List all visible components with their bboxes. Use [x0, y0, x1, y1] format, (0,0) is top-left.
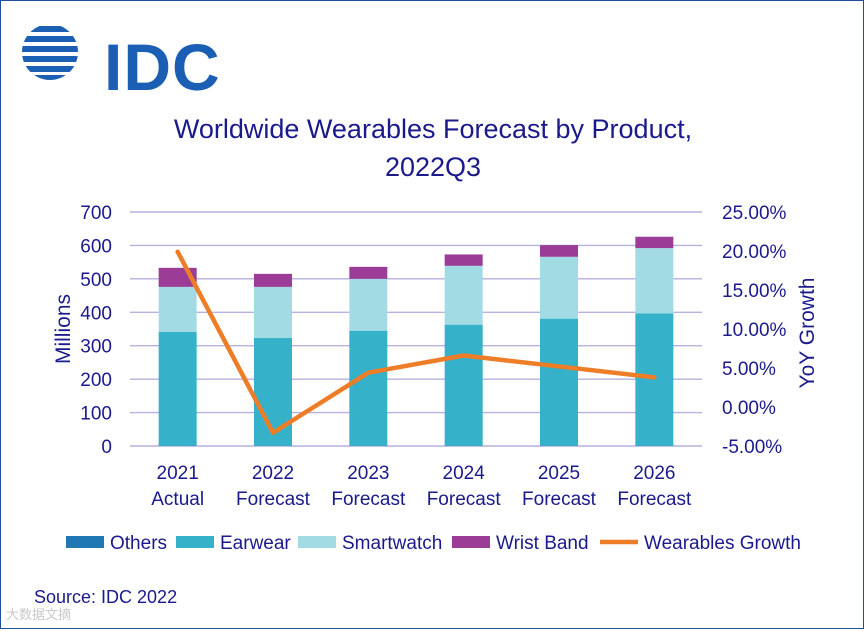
idc-globe-icon: [22, 26, 78, 80]
bar-wrist-band: [635, 236, 674, 249]
bar-smartwatch: [349, 278, 388, 331]
y-tick-label: 400: [80, 303, 112, 324]
idc-logo-text: IDC: [104, 30, 221, 104]
y-tick-label: 300: [80, 337, 112, 358]
y-tick-label: 0: [101, 437, 112, 458]
x-tick-label-year: 2026: [633, 463, 675, 484]
bar-wrist-band: [254, 273, 292, 287]
bar-earwear: [158, 332, 197, 446]
bar-wrist-band: [540, 245, 578, 257]
bar-earwear: [444, 324, 483, 446]
y-tick-label: 200: [80, 370, 112, 391]
y2-tick-label: 10.00%: [722, 320, 787, 341]
y-tick-label: 700: [80, 203, 112, 224]
y-tick-label: 500: [80, 270, 112, 291]
bar-earwear: [254, 338, 292, 446]
legend-label: Wearables Growth: [644, 533, 801, 554]
legend-swatch: [66, 536, 104, 548]
x-tick-label-year: 2025: [538, 463, 580, 484]
x-tick-label-year: 2022: [252, 463, 294, 484]
x-tick-label-year: 2024: [443, 463, 486, 484]
y2-tick-label: 5.00%: [722, 359, 776, 380]
bar-wrist-band: [349, 266, 388, 279]
y-tick-label: 600: [80, 236, 112, 257]
x-tick-label-type: Forecast: [617, 489, 692, 510]
chart-title-line2: 2022Q3: [384, 152, 482, 182]
legend-label: Others: [110, 533, 167, 554]
bar-smartwatch: [540, 256, 578, 319]
x-tick-label-type: Forecast: [331, 489, 406, 510]
bar-earwear: [349, 330, 388, 446]
legend-swatch: [176, 536, 214, 548]
y2-tick-label: 15.00%: [722, 281, 787, 302]
y2-tick-label: 20.00%: [722, 242, 787, 263]
bar-smartwatch: [635, 248, 674, 314]
watermark: 大数据文摘: [6, 607, 72, 622]
x-tick-label-type: Forecast: [522, 489, 597, 510]
legend-label: Wrist Band: [496, 533, 589, 554]
idc-logo: IDC: [20, 22, 220, 100]
legend-swatch: [298, 536, 336, 548]
y2-tick-label: 25.00%: [722, 203, 787, 224]
bar-wrist-band: [444, 254, 483, 266]
bar-smartwatch: [254, 286, 292, 339]
y-tick-label: 100: [80, 404, 112, 425]
legend-swatch: [452, 536, 490, 548]
source-note: Source: IDC 2022: [34, 587, 178, 607]
bar-earwear: [540, 318, 578, 446]
legend-label: Smartwatch: [342, 533, 442, 554]
y-axis-title: Millions: [52, 294, 75, 364]
x-tick-label-year: 2023: [347, 463, 389, 484]
chart-title-line1: Worldwide Wearables Forecast by Product,: [173, 114, 693, 144]
y2-tick-label: 0.00%: [722, 398, 776, 419]
bar-smartwatch: [444, 265, 483, 325]
line-wearables-growth: [175, 249, 657, 435]
x-tick-label-type: Forecast: [427, 489, 502, 510]
y2-axis-title: YoY Growth: [796, 278, 819, 389]
bar-smartwatch: [158, 286, 197, 333]
y2-tick-label: -5.00%: [722, 437, 782, 458]
legend-label: Earwear: [220, 533, 291, 554]
x-tick-label-year: 2021: [157, 463, 199, 484]
x-tick-label-type: Actual: [151, 489, 204, 510]
x-tick-label-type: Forecast: [236, 489, 311, 510]
